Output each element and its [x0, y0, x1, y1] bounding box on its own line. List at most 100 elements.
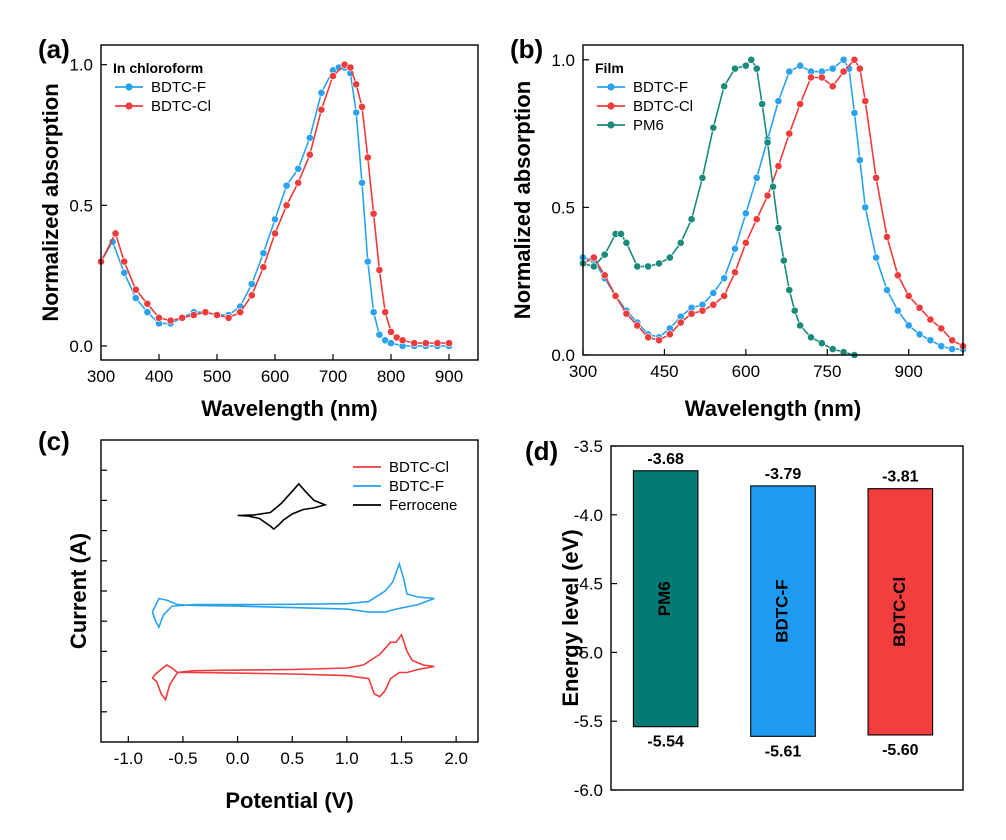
- y-tick-label: -5.5: [574, 712, 603, 731]
- y-tick-label: 0.0: [69, 337, 93, 356]
- data-point: [904, 321, 913, 330]
- data-point: [247, 280, 256, 288]
- data-point: [769, 182, 777, 191]
- y-ticks-d: -6.0 -5.5 -5.0 -4.5 -4.0 -3.5: [574, 437, 617, 800]
- data-point: [655, 336, 663, 345]
- data-point: [741, 61, 750, 70]
- legend-item: BDTC-F: [597, 79, 688, 96]
- data-point: [358, 102, 366, 111]
- data-point: [948, 345, 957, 353]
- data-point: [752, 173, 761, 182]
- data-point: [363, 153, 372, 162]
- data-point: [796, 321, 805, 330]
- data-point: [720, 274, 729, 283]
- lumo-label: -3.81: [882, 469, 919, 486]
- legend-label: BDTC-Cl: [151, 98, 211, 115]
- data-point: [259, 249, 268, 258]
- data-point: [758, 100, 767, 108]
- data-point: [352, 80, 361, 89]
- y-axis-label-a: Normalized absorption: [38, 83, 63, 321]
- panel-b: (b) 300 450 600 750 900 Wavelength (nm) 0.0 0.5 1…: [510, 34, 967, 421]
- y-tick-label: -4.0: [574, 506, 603, 525]
- legend-label: PM6: [633, 117, 664, 134]
- data-point: [213, 311, 221, 319]
- y-axis-label-c: Current (A): [66, 533, 91, 649]
- data-point: [872, 253, 881, 262]
- data-point: [861, 97, 870, 105]
- panel-label-b: (b): [510, 34, 543, 64]
- data-point: [855, 156, 864, 165]
- data-point: [872, 173, 881, 182]
- x-tick-label: 2.0: [444, 749, 468, 768]
- data-point: [622, 309, 631, 318]
- data-point: [358, 178, 366, 187]
- data-point: [720, 82, 729, 91]
- x-tick-label: 1.5: [390, 749, 414, 768]
- panel-a: (a) 300 400 500 600 700 800 900 Wavelength (nm) 0…: [38, 34, 479, 421]
- data-point: [709, 123, 718, 132]
- legend-label: BDTC-F: [389, 478, 444, 495]
- y-tick-label: 0.5: [551, 198, 575, 217]
- data-point: [893, 271, 902, 280]
- data-point: [445, 339, 453, 348]
- y-tick-label: -6.0: [574, 781, 603, 800]
- data-point: [665, 253, 674, 262]
- lumo-label: -3.79: [765, 466, 802, 483]
- data-point: [259, 263, 268, 272]
- series-line: [151, 633, 435, 702]
- lumo-label: -3.68: [647, 451, 684, 468]
- x-tick-label: 500: [203, 367, 231, 386]
- data-point: [731, 244, 739, 253]
- data-point: [600, 250, 609, 259]
- energy-bar-bdtc-cl: -3.81 -5.60 BDTC-Cl: [867, 469, 934, 759]
- data-point: [785, 67, 794, 76]
- data-point: [633, 262, 642, 271]
- data-point: [731, 268, 739, 277]
- data-point: [317, 105, 326, 114]
- legend-item: BDTC-Cl: [597, 98, 693, 115]
- bar-category-label: PM6: [655, 581, 674, 616]
- legend-title: Film: [595, 60, 624, 76]
- data-point: [861, 203, 870, 212]
- data-point: [387, 339, 395, 348]
- data-point: [363, 257, 372, 266]
- data-point: [346, 63, 355, 72]
- bar-rect: [632, 470, 699, 728]
- data-point: [369, 308, 378, 317]
- data-point: [352, 108, 361, 117]
- data-point: [433, 339, 442, 348]
- y-tick-label: -4.5: [574, 575, 603, 594]
- panel-label-a: (a): [38, 34, 70, 64]
- data-point: [687, 215, 696, 224]
- data-point: [282, 181, 291, 190]
- data-point: [676, 318, 685, 327]
- data-point: [926, 336, 935, 345]
- legend-item: BDTC-F: [115, 79, 206, 96]
- y-tick-label: 0.5: [69, 196, 93, 215]
- panel-label-c: (c): [38, 426, 70, 456]
- data-point: [709, 300, 718, 309]
- legend-item: PM6: [597, 117, 664, 134]
- data-point: [774, 97, 783, 105]
- data-point: [224, 313, 233, 322]
- x-ticks-c: -1.0 -0.5 0.0 0.5 1.0 1.5 2.0: [114, 736, 468, 768]
- data-point: [665, 330, 674, 339]
- panel-label-d: (d): [525, 436, 558, 466]
- series-ferrocene: [237, 482, 328, 531]
- data-point: [796, 100, 805, 108]
- data-point: [687, 309, 696, 318]
- data-point: [381, 308, 390, 317]
- x-tick-label: 900: [895, 362, 923, 381]
- data-point: [807, 333, 815, 342]
- x-tick-label: 900: [435, 367, 463, 386]
- x-ticks-b: 300 450 600 750 900: [569, 349, 923, 381]
- legend-label: BDTC-F: [633, 79, 688, 96]
- panel-d: (d) -6.0 -5.5 -5.0 -4.5 -4.0 -3.5 Energy level …: [525, 436, 964, 800]
- data-point: [369, 209, 378, 218]
- data-point: [779, 256, 788, 265]
- data-point: [720, 292, 729, 300]
- data-point: [236, 308, 245, 317]
- data-point: [883, 233, 891, 241]
- legend-marker: [607, 83, 615, 91]
- data-point: [131, 285, 140, 294]
